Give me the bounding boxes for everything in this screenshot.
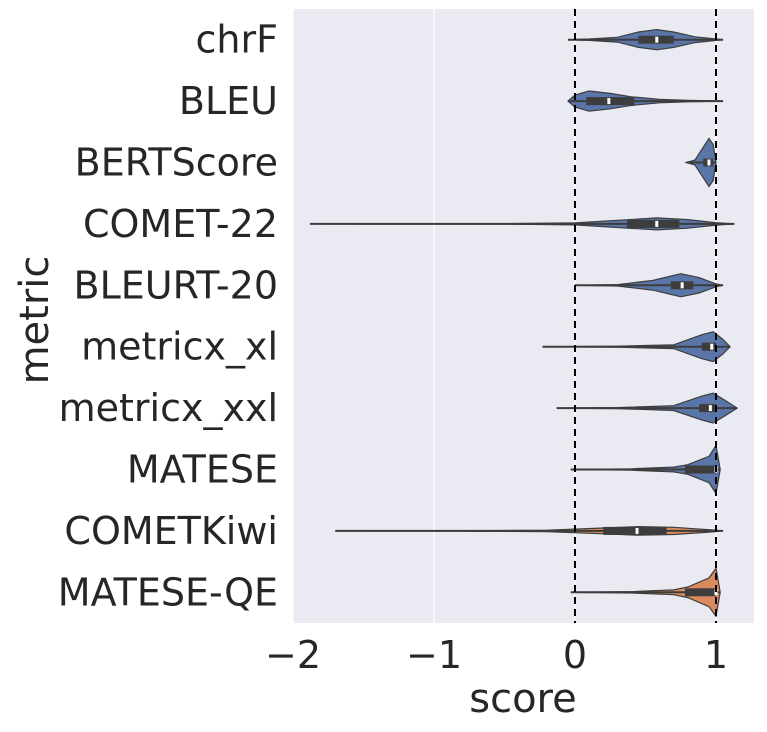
violins xyxy=(309,28,739,618)
y-tick-label: BLEURT-20 xyxy=(74,263,279,307)
x-tick-label: 1 xyxy=(704,633,728,677)
median-marker-COMET-22 xyxy=(655,220,659,227)
y-tick-label: metricx_xl xyxy=(81,325,278,369)
x-tick-labels: −2 −1 0 1 xyxy=(265,633,728,677)
plot-background xyxy=(293,9,754,623)
y-tick-label: chrF xyxy=(196,18,278,62)
y-tick-label: MATESE-QE xyxy=(58,570,278,614)
y-tick-label: COMETKiwi xyxy=(64,509,278,553)
x-tick-label: 0 xyxy=(563,633,587,677)
x-tick-label: −2 xyxy=(265,633,321,677)
median-marker-MATESE-QE xyxy=(714,589,718,596)
y-tick-labels: chrF BLEU BERTScore COMET-22 BLEURT-20 metric… xyxy=(58,18,278,615)
iqr-box-metricx_xxl xyxy=(699,404,716,413)
x-axis-label: score xyxy=(469,676,576,722)
y-tick-label: BLEU xyxy=(179,79,278,123)
median-marker-BLEU xyxy=(607,98,611,105)
median-marker-chrF xyxy=(655,36,659,43)
median-marker-metricx_xxl xyxy=(708,405,712,412)
iqr-box-MATESE-QE xyxy=(684,588,716,597)
y-tick-label: COMET-22 xyxy=(83,202,278,246)
y-tick-label: BERTScore xyxy=(75,141,278,185)
iqr-box-COMETKiwi xyxy=(603,526,667,535)
median-marker-BLEURT-20 xyxy=(680,282,684,289)
reference-lines xyxy=(574,9,717,623)
median-marker-metricx_xl xyxy=(710,343,714,350)
y-tick-label: MATESE xyxy=(127,448,278,492)
iqr-box-MATESE xyxy=(684,465,716,474)
median-marker-BERTScore xyxy=(707,159,711,166)
x-tick-label: −1 xyxy=(406,633,462,677)
iqr-box-COMET-22 xyxy=(627,219,680,228)
iqr-box-metricx_xl xyxy=(701,342,716,351)
y-axis-label: metric xyxy=(12,256,58,385)
median-marker-COMETKiwi xyxy=(635,527,639,534)
y-tick-label: metricx_xxl xyxy=(59,386,278,430)
